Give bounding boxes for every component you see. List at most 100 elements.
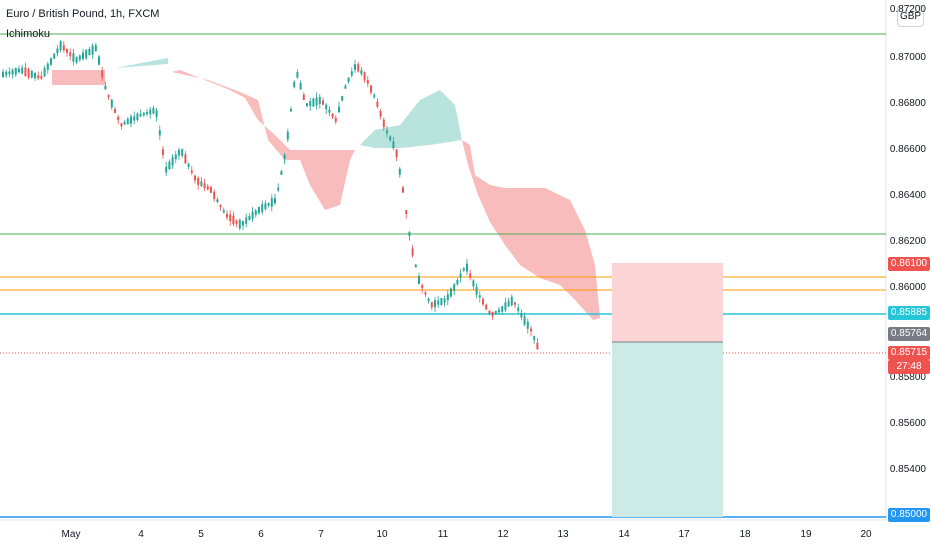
price-badge-blue-line: 0.85000 xyxy=(888,508,930,522)
candle-body xyxy=(251,211,254,219)
candle-body xyxy=(203,183,206,189)
candle-body xyxy=(245,217,248,224)
candle-body xyxy=(350,71,353,76)
candle-body xyxy=(174,154,177,160)
candle-body xyxy=(200,181,203,186)
candle-body xyxy=(530,328,532,332)
candle-body xyxy=(306,103,308,107)
candle-body xyxy=(280,171,283,175)
price-tick: 0.87200 xyxy=(889,4,926,15)
candle-body xyxy=(194,175,196,181)
candle-body xyxy=(146,111,148,115)
candle-body xyxy=(418,275,420,285)
candle-body xyxy=(504,302,507,311)
candle-body xyxy=(296,72,299,78)
candle-body xyxy=(110,99,113,108)
candle-body xyxy=(248,216,251,220)
candle-body xyxy=(440,298,443,305)
candle-body xyxy=(411,248,414,256)
candle-body xyxy=(331,113,334,118)
candle-body xyxy=(395,149,398,158)
candle-body xyxy=(523,316,526,325)
price-tick: 0.87000 xyxy=(889,52,926,63)
candle-body xyxy=(130,116,132,124)
candle-body xyxy=(210,187,212,193)
price-badge-entry: 0.85764 xyxy=(888,327,930,341)
candle-body xyxy=(168,161,171,170)
candle-body xyxy=(510,296,513,306)
candle-body xyxy=(155,110,158,117)
currency-button[interactable]: GBP xyxy=(897,5,924,27)
candle-body xyxy=(238,219,241,229)
candle-body xyxy=(114,109,116,113)
candle-body xyxy=(197,177,200,186)
candle-body xyxy=(187,163,190,167)
candle-body xyxy=(312,98,315,107)
candle-body xyxy=(488,310,491,314)
candle-body xyxy=(126,118,129,125)
candle-body xyxy=(408,232,411,236)
candle-body xyxy=(376,101,379,107)
candle-body xyxy=(338,106,340,113)
candle-body xyxy=(24,67,27,77)
price-badge-last: 0.85715 xyxy=(888,346,930,360)
candle-body xyxy=(181,148,184,156)
candle-body xyxy=(437,300,440,305)
time-tick: 10 xyxy=(376,529,388,540)
candle-body xyxy=(120,123,123,127)
kumo-cloud xyxy=(115,58,168,68)
candle-body xyxy=(347,77,350,82)
candle-body xyxy=(293,81,296,88)
candle-body xyxy=(18,68,20,73)
time-tick: 4 xyxy=(138,529,144,540)
candle-body xyxy=(30,70,33,78)
candle-body xyxy=(315,97,318,106)
candle-body xyxy=(456,280,459,285)
candle-body xyxy=(261,204,264,213)
candle-body xyxy=(142,112,145,116)
price-tick: 0.85400 xyxy=(889,464,926,475)
candle-body xyxy=(517,307,520,312)
symbol-title: Euro / British Pound, 1h, FXCM xyxy=(6,8,160,20)
countdown-badge: 27:48 xyxy=(888,360,930,374)
candle-body xyxy=(405,210,408,214)
candle-body xyxy=(53,53,56,59)
candle-body xyxy=(302,94,305,101)
candle-body xyxy=(533,336,536,340)
candle-body xyxy=(34,73,36,79)
candle-body xyxy=(162,149,164,155)
candle-body xyxy=(290,108,292,112)
time-tick: 11 xyxy=(437,529,449,540)
candle-body xyxy=(526,321,529,329)
candle-body xyxy=(309,101,312,107)
candle-body xyxy=(107,94,110,98)
time-tick: 19 xyxy=(800,529,812,540)
candle-body xyxy=(91,45,94,55)
candle-body xyxy=(453,284,456,292)
candle-body xyxy=(258,207,260,213)
candle-body xyxy=(216,199,219,203)
candle-body xyxy=(402,187,404,193)
price-tick: 0.86800 xyxy=(889,98,926,109)
candle-body xyxy=(536,342,539,350)
time-tick: 5 xyxy=(198,529,204,540)
candle-body xyxy=(101,70,104,78)
price-tick: 0.86200 xyxy=(889,236,926,247)
candle-body xyxy=(501,306,504,312)
time-tick: 12 xyxy=(497,529,509,540)
candle-body xyxy=(462,268,465,271)
candle-body xyxy=(328,109,331,113)
indicator-label[interactable]: Ichimoku xyxy=(6,28,51,40)
candle-body xyxy=(334,117,337,122)
candle-body xyxy=(85,49,88,59)
price-tick: 0.86000 xyxy=(889,282,926,293)
candle-body xyxy=(62,45,65,51)
candle-body xyxy=(446,294,449,301)
candle-body xyxy=(443,298,446,303)
candle-body xyxy=(382,119,385,128)
candle-body xyxy=(485,304,488,310)
candle-body xyxy=(229,214,232,221)
candle-body xyxy=(2,71,4,78)
candle-body xyxy=(14,67,17,75)
